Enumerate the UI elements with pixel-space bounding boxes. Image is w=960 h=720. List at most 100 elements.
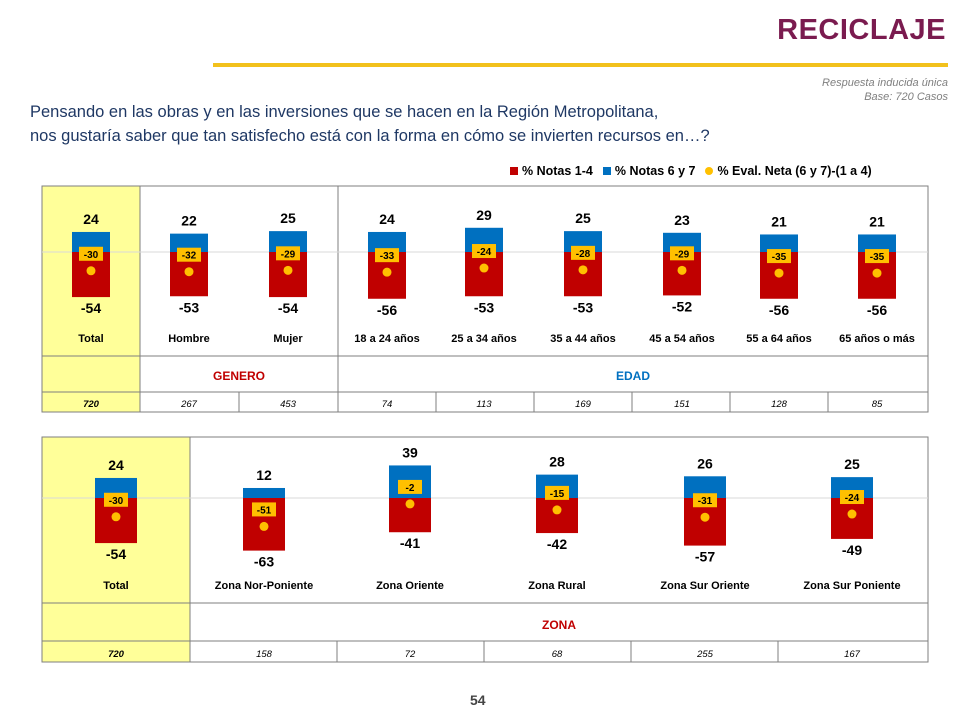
label-net: -24 — [845, 493, 860, 504]
net-label-box — [79, 246, 103, 261]
base-count: 113 — [476, 399, 492, 410]
category-label: Zona Oriente — [376, 580, 444, 592]
title-underline — [213, 63, 948, 67]
net-label-box — [472, 244, 496, 259]
label-net: -31 — [698, 496, 713, 507]
net-label-box — [693, 493, 717, 508]
label-neg: -63 — [254, 554, 274, 570]
group-label: GENERO — [213, 369, 265, 383]
net-dot — [872, 268, 882, 278]
net-dot — [283, 265, 293, 275]
label-net: -32 — [182, 251, 197, 262]
net-label-box — [865, 249, 889, 264]
label-neg: -56 — [377, 302, 397, 318]
label-net: -51 — [257, 505, 272, 516]
label-pos: 25 — [280, 210, 296, 226]
net-dot — [382, 267, 392, 277]
label-pos: 28 — [549, 454, 565, 470]
label-net: -29 — [675, 249, 690, 260]
label-pos: 23 — [674, 212, 690, 228]
page-title: RECICLAJE — [777, 14, 946, 46]
label-pos: 21 — [771, 213, 787, 229]
legend-item-neg: % Notas 1-4 — [510, 164, 593, 178]
net-label-box — [840, 490, 864, 505]
label-pos: 21 — [869, 213, 885, 229]
category-label: Zona Sur Poniente — [803, 580, 900, 592]
net-label-box — [571, 245, 595, 260]
label-neg: -54 — [278, 300, 298, 316]
base-count: 158 — [256, 649, 273, 660]
survey-meta: Respuesta inducida única Base: 720 Casos — [822, 76, 948, 104]
category-label: Hombre — [168, 333, 210, 345]
category-label: Total — [103, 580, 128, 592]
label-neg: -53 — [474, 299, 494, 315]
question-line-1: Pensando en las obras y en las inversion… — [30, 103, 659, 121]
label-pos: 24 — [83, 211, 99, 227]
net-label-box — [252, 502, 276, 517]
label-neg: -56 — [769, 302, 789, 318]
net-label-box — [767, 249, 791, 264]
base-count: 85 — [872, 399, 883, 410]
net-dot — [259, 521, 269, 531]
total-column-highlight — [42, 437, 190, 662]
base-count: 720 — [108, 649, 125, 660]
label-pos: 24 — [379, 211, 395, 227]
label-net: -35 — [772, 252, 787, 263]
net-label-box — [375, 248, 399, 263]
page-number: 54 — [470, 692, 486, 708]
label-pos: 24 — [108, 457, 124, 473]
net-label-box — [670, 246, 694, 261]
label-pos: 22 — [181, 213, 197, 229]
bar-pos — [684, 476, 726, 498]
label-neg: -53 — [573, 299, 593, 315]
chart-legend: % Notas 1-4 % Notas 6 y 7 % Eval. Neta (… — [510, 164, 872, 178]
net-dot — [405, 499, 415, 509]
category-label: Total — [78, 333, 103, 345]
category-label: 35 a 44 años — [550, 333, 615, 345]
base-cases: Base: 720 Casos — [864, 91, 948, 103]
label-pos: 25 — [844, 456, 860, 472]
category-label: 65 años o más — [839, 333, 915, 345]
label-net: -35 — [870, 252, 885, 263]
label-neg: -53 — [179, 299, 199, 315]
base-count: 255 — [696, 649, 714, 660]
legend-label-neg: % Notas 1-4 — [522, 164, 593, 178]
bar-neg — [465, 252, 503, 297]
category-label: Mujer — [273, 333, 303, 345]
legend-swatch-pos — [602, 167, 611, 175]
label-pos: 26 — [697, 455, 713, 471]
bar-pos — [760, 234, 798, 252]
bar-pos — [858, 234, 896, 252]
base-count: 267 — [180, 399, 198, 410]
category-label: 55 a 64 años — [746, 333, 811, 345]
category-label: 18 a 24 años — [354, 333, 419, 345]
legend-item-net: % Eval. Neta (6 y 7)-(1 a 4) — [705, 164, 872, 178]
base-count: 720 — [83, 399, 100, 410]
group-label: ZONA — [542, 618, 576, 632]
base-count: 128 — [771, 399, 788, 410]
label-neg: -57 — [695, 549, 715, 565]
net-dot — [774, 268, 784, 278]
base-count: 74 — [382, 399, 393, 410]
net-dot — [552, 505, 562, 515]
net-dot — [677, 265, 687, 275]
base-count: 453 — [280, 399, 297, 410]
category-label: Zona Sur Oriente — [660, 580, 749, 592]
net-dot — [479, 263, 489, 273]
legend-item-pos: % Notas 6 y 7 — [602, 164, 695, 178]
label-neg: -49 — [842, 542, 862, 558]
label-net: -33 — [380, 251, 395, 262]
label-pos: 25 — [575, 210, 591, 226]
category-label: Zona Rural — [528, 580, 585, 592]
net-dot — [86, 266, 96, 276]
label-pos: 12 — [256, 467, 272, 483]
total-column-highlight — [42, 186, 140, 412]
legend-swatch-neg — [510, 167, 518, 175]
label-neg: -54 — [81, 300, 101, 316]
label-net: -15 — [550, 489, 565, 500]
label-net: -29 — [281, 249, 296, 260]
label-neg: -41 — [400, 535, 420, 551]
chart-frame — [41, 436, 929, 663]
bar-pos — [368, 231, 406, 252]
legend-label-net: % Eval. Neta (6 y 7)-(1 a 4) — [717, 164, 872, 178]
